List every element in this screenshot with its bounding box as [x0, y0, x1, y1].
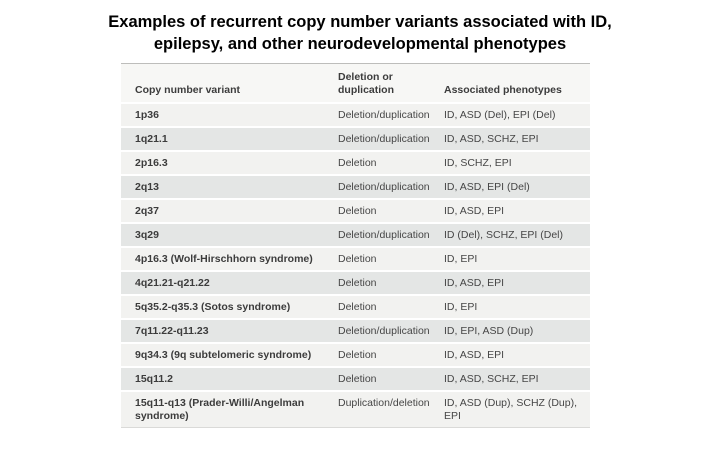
cell-associated-phenotypes: ID, ASD (Del), EPI (Del)	[443, 102, 590, 127]
cell-associated-phenotypes: ID, ASD, EPI (Del)	[443, 174, 590, 199]
table-header-row: Copy number variant Deletion or duplicati…	[121, 63, 590, 103]
slide-title: Examples of recurrent copy number varian…	[0, 11, 720, 55]
cell-copy-number-variant: 3q29	[121, 222, 337, 247]
table-body: 1p36 Deletion/duplication ID, ASD (Del), E…	[121, 102, 590, 428]
cell-deletion-or-duplication: Deletion	[337, 270, 443, 295]
cell-associated-phenotypes: ID, ASD, EPI	[443, 270, 590, 295]
cell-deletion-or-duplication: Deletion	[337, 246, 443, 271]
cell-copy-number-variant: 4p16.3 (Wolf-Hirschhorn syndrome)	[121, 246, 337, 271]
cnv-table: Copy number variant Deletion or duplicati…	[121, 63, 590, 428]
cell-copy-number-variant: 2p16.3	[121, 150, 337, 175]
table-row: 4q21.21-q21.22 Deletion ID, ASD, EPI	[121, 270, 590, 295]
cell-copy-number-variant: 2q37	[121, 198, 337, 223]
table-row: 5q35.2-q35.3 (Sotos syndrome) Deletion ID,…	[121, 294, 590, 319]
table-row: 2q13 Deletion/duplication ID, ASD, EPI (De…	[121, 174, 590, 199]
cell-associated-phenotypes: ID, EPI	[443, 294, 590, 319]
cell-copy-number-variant: 9q34.3 (9q subtelomeric syndrome)	[121, 342, 337, 367]
cell-deletion-or-duplication: Deletion	[337, 198, 443, 223]
cell-copy-number-variant: 2q13	[121, 174, 337, 199]
table-row: 1q21.1 Deletion/duplication ID, ASD, SCHZ,…	[121, 126, 590, 151]
cell-deletion-or-duplication: Deletion/duplication	[337, 174, 443, 199]
cell-deletion-or-duplication: Duplication/deletion	[337, 390, 443, 428]
table-row: 1p36 Deletion/duplication ID, ASD (Del), E…	[121, 102, 590, 127]
cell-associated-phenotypes: ID, ASD (Dup), SCHZ (Dup), EPI	[443, 390, 590, 428]
cell-associated-phenotypes: ID, ASD, SCHZ, EPI	[443, 366, 590, 391]
table-row: 9q34.3 (9q subtelomeric syndrome) Deletio…	[121, 342, 590, 367]
cell-copy-number-variant: 1q21.1	[121, 126, 337, 151]
cell-associated-phenotypes: ID (Del), SCHZ, EPI (Del)	[443, 222, 590, 247]
cell-deletion-or-duplication: Deletion	[337, 294, 443, 319]
table-row: 3q29 Deletion/duplication ID (Del), SCHZ, …	[121, 222, 590, 247]
slide-title-line-1: Examples of recurrent copy number varian…	[108, 13, 612, 31]
table-row: 2p16.3 Deletion ID, SCHZ, EPI	[121, 150, 590, 175]
cell-copy-number-variant: 15q11-q13 (Prader-Willi/Angelman syndrom…	[121, 390, 337, 428]
table-row: 15q11.2 Deletion ID, ASD, SCHZ, EPI	[121, 366, 590, 391]
table-row: 2q37 Deletion ID, ASD, EPI	[121, 198, 590, 223]
cell-deletion-or-duplication: Deletion/duplication	[337, 222, 443, 247]
cell-associated-phenotypes: ID, ASD, SCHZ, EPI	[443, 126, 590, 151]
cell-copy-number-variant: 7q11.22-q11.23	[121, 318, 337, 343]
table-row: 15q11-q13 (Prader-Willi/Angelman syndrom…	[121, 390, 590, 428]
cell-associated-phenotypes: ID, ASD, EPI	[443, 342, 590, 367]
cell-copy-number-variant: 15q11.2	[121, 366, 337, 391]
column-header: Deletion or duplication	[337, 63, 443, 103]
table-row: 4p16.3 (Wolf-Hirschhorn syndrome) Deletio…	[121, 246, 590, 271]
table-header: Copy number variant Deletion or duplicati…	[121, 63, 590, 103]
column-header: Copy number variant	[121, 63, 337, 103]
cell-deletion-or-duplication: Deletion/duplication	[337, 102, 443, 127]
cell-copy-number-variant: 5q35.2-q35.3 (Sotos syndrome)	[121, 294, 337, 319]
column-header: Associated phenotypes	[443, 63, 590, 103]
cell-associated-phenotypes: ID, SCHZ, EPI	[443, 150, 590, 175]
cell-deletion-or-duplication: Deletion	[337, 342, 443, 367]
cell-associated-phenotypes: ID, EPI, ASD (Dup)	[443, 318, 590, 343]
cell-associated-phenotypes: ID, EPI	[443, 246, 590, 271]
cnv-table-container: Copy number variant Deletion or duplicati…	[121, 63, 590, 428]
cell-deletion-or-duplication: Deletion	[337, 366, 443, 391]
cell-associated-phenotypes: ID, ASD, EPI	[443, 198, 590, 223]
cell-deletion-or-duplication: Deletion	[337, 150, 443, 175]
cell-deletion-or-duplication: Deletion/duplication	[337, 318, 443, 343]
table-row: 7q11.22-q11.23 Deletion/duplication ID, EP…	[121, 318, 590, 343]
slide-title-line-2: epilepsy, and other neurodevelopmental p…	[153, 35, 567, 53]
cell-deletion-or-duplication: Deletion/duplication	[337, 126, 443, 151]
cell-copy-number-variant: 4q21.21-q21.22	[121, 270, 337, 295]
cell-copy-number-variant: 1p36	[121, 102, 337, 127]
